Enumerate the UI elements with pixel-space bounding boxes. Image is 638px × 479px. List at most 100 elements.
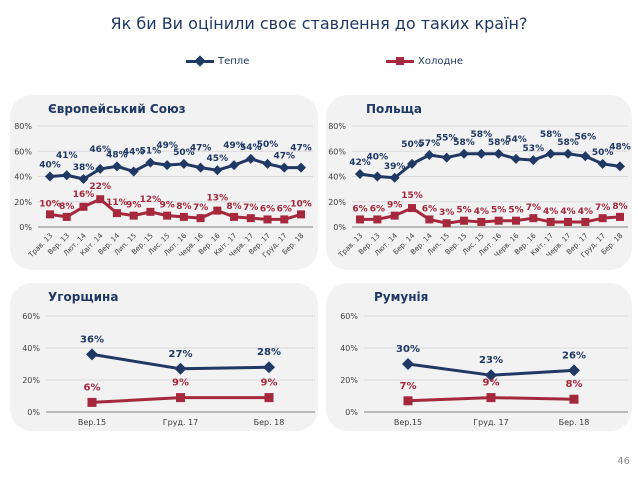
poland-warm-data-label: 55% — [436, 134, 458, 144]
romania-warm-data-label: 23% — [479, 355, 503, 366]
eu-warm-data-label: 44% — [123, 147, 145, 157]
eu-warm-point — [111, 161, 122, 172]
romania-xtick-label: Бер. 18 — [559, 418, 590, 427]
hungary-warm-data-label: 36% — [80, 334, 104, 345]
hungary-cold-data-label: 6% — [84, 382, 101, 393]
romania-warm-data-label: 26% — [562, 350, 586, 361]
poland-cold-data-label: 4% — [578, 207, 593, 217]
hungary-ytick-label: 20% — [22, 376, 40, 385]
poland-cold-data-label: 7% — [526, 203, 541, 213]
hungary-ytick-label: 40% — [22, 344, 40, 353]
poland-warm-point — [545, 148, 556, 159]
eu-cold-data-label: 9% — [159, 201, 174, 211]
eu-warm-point — [95, 163, 106, 174]
poland-warm-point — [597, 158, 608, 169]
romania-cold-data-label: 9% — [483, 378, 500, 389]
eu-warm-data-label: 45% — [207, 154, 229, 164]
hungary-warm-data-label: 27% — [169, 349, 193, 360]
eu-cold-point — [146, 207, 155, 216]
poland-warm-point — [389, 172, 400, 183]
poland-warm-data-label: 58% — [471, 130, 493, 140]
poland-warm-data-label: 53% — [523, 144, 545, 154]
hungary-warm-point — [174, 362, 187, 375]
legend-item-cold: Холодне — [386, 56, 463, 67]
eu-warm-point — [279, 162, 290, 173]
poland-cold-data-label: 4% — [560, 207, 575, 217]
eu-cold-data-label: 8% — [226, 202, 241, 212]
poland-warm-data-label: 58% — [453, 138, 475, 148]
poland-warm-data-label: 40% — [367, 153, 389, 163]
eu-warm-point — [128, 166, 139, 177]
hungary-ytick-label: 60% — [22, 312, 40, 321]
poland-warm-point — [493, 148, 504, 159]
romania-warm-point — [402, 358, 414, 370]
poland-warm-point — [563, 148, 573, 159]
eu-warm-data-label: 47% — [273, 152, 295, 162]
hungary-warm-data-label: 28% — [257, 347, 281, 358]
eu-warm-data-label: 47% — [290, 144, 312, 154]
legend-item-warm: Тепле — [186, 55, 249, 67]
poland-cold-point — [564, 217, 572, 226]
eu-warm-data-label: 46% — [89, 145, 111, 155]
poland-warm-data-label: 56% — [575, 132, 597, 142]
poland-warm-point — [511, 153, 521, 164]
poland-warm-point — [424, 150, 435, 161]
eu-ytick-label: 80% — [14, 122, 32, 131]
eu-cold-point — [79, 202, 88, 211]
legend-cold-label: Холодне — [418, 56, 464, 67]
poland-warm-point — [407, 158, 417, 169]
poland-ytick-label: 80% — [328, 122, 346, 131]
poland-cold-data-label: 6% — [352, 204, 367, 214]
eu-warm-data-label: 50% — [257, 140, 279, 150]
romania-cold-point — [403, 396, 413, 406]
eu-warm-point — [296, 162, 306, 173]
romania-cold-point — [569, 394, 579, 404]
poland-cold-point — [460, 216, 468, 225]
legend-warm-line — [186, 55, 214, 67]
poland-cold-point — [529, 214, 538, 223]
romania-warm-point — [485, 369, 497, 382]
romania-warm-point — [568, 364, 580, 377]
eu-warm-data-label: 47% — [190, 144, 212, 154]
eu-warm-point — [145, 157, 156, 168]
eu-cold-data-label: 8% — [59, 202, 74, 212]
poland-warm-data-label: 54% — [505, 135, 527, 145]
eu-cold-point — [96, 195, 105, 204]
panel-eu — [10, 95, 318, 270]
chart-title-hungary: Угорщина — [48, 290, 119, 304]
eu-warm-point — [245, 153, 256, 164]
page-number: 46 — [617, 456, 630, 467]
poland-warm-point — [528, 155, 539, 166]
eu-warm-point — [212, 165, 223, 176]
eu-cold-point — [163, 211, 172, 220]
poland-cold-point — [512, 216, 520, 225]
eu-warm-data-label: 40% — [39, 161, 61, 171]
eu-ytick-label: 0% — [19, 223, 32, 232]
poland-warm-point — [580, 151, 591, 162]
romania-cold-data-label: 8% — [566, 379, 583, 390]
poland-cold-series-line — [360, 206, 621, 225]
eu-cold-point — [179, 212, 188, 221]
poland-warm-point — [372, 171, 383, 182]
poland-cold-data-label: 5% — [508, 206, 523, 216]
poland-warm-data-label: 50% — [401, 140, 423, 150]
eu-cold-point — [196, 214, 205, 223]
chart-title-eu: Європейський Союз — [48, 102, 186, 116]
eu-cold-data-label: 10% — [290, 199, 312, 209]
eu-cold-data-label: 22% — [89, 182, 111, 192]
poland-warm-data-label: 42% — [349, 158, 371, 168]
poland-warm-data-label: 58% — [488, 138, 510, 148]
poland-cold-data-label: 6% — [422, 204, 437, 214]
eu-cold-data-label: 9% — [126, 201, 141, 211]
romania-ytick-label: 20% — [340, 376, 358, 385]
hungary-xtick-label: Груд. 17 — [163, 418, 199, 427]
eu-cold-point — [46, 210, 54, 219]
eu-cold-data-label: 12% — [140, 195, 162, 205]
romania-cold-data-label: 7% — [400, 381, 417, 392]
eu-cold-point — [62, 212, 71, 221]
poland-cold-point — [390, 211, 399, 220]
eu-cold-point — [112, 209, 121, 218]
eu-cold-point — [213, 206, 222, 215]
legend: Тепле Холодне — [0, 55, 638, 72]
poland-warm-point — [476, 148, 487, 159]
